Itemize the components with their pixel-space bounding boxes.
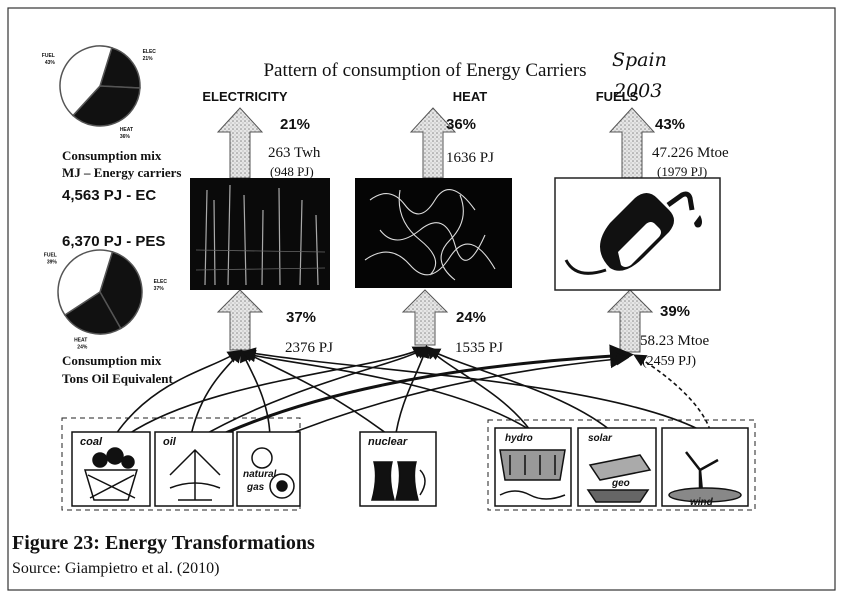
pie-label: HEAT — [74, 337, 87, 343]
consumption-share: 43% — [655, 116, 685, 133]
electricity-image — [190, 178, 330, 290]
icon-box — [236, 431, 301, 507]
panel-label: Consumption mix — [62, 353, 162, 368]
consumption-amount: 47.226 Mtoe — [652, 145, 729, 161]
heat-image — [355, 178, 512, 288]
carrier-heading: ELECTRICITY — [202, 89, 288, 104]
location: Spain — [612, 49, 667, 71]
arrow — [608, 107, 656, 179]
icon-box — [71, 431, 151, 507]
consumption-amount: 1636 PJ — [446, 150, 494, 166]
panel-label: Consumption mix — [62, 148, 162, 163]
source-label: natural — [243, 469, 277, 480]
pes-total: 6,370 PJ - PES — [62, 233, 165, 250]
carrier-figures: 21% 263 Twh (948 PJ) 36% 1636 PJ 43% 47.… — [268, 116, 729, 369]
consumption-amount: 263 Twh — [268, 145, 321, 161]
consumption-share: 36% — [446, 116, 476, 133]
panel-label: MJ – Energy carriers — [62, 165, 181, 180]
pie-label: FUEL — [42, 53, 55, 59]
pie-label: HEAT — [120, 127, 133, 133]
consumption-amount-pj: (1979 PJ) — [657, 164, 707, 179]
supply-share: 39% — [660, 303, 690, 320]
source-label: geo — [611, 478, 630, 489]
pie-slice — [59, 45, 113, 117]
source-label: coal — [80, 436, 103, 448]
arrow — [401, 289, 449, 346]
arrow — [216, 289, 264, 351]
title: Pattern of consumption of Energy Carrier… — [263, 60, 586, 81]
supply-share: 24% — [456, 309, 486, 326]
source-label: oil — [163, 436, 177, 448]
figure-source: Source: Giampietro et al. (2010) — [12, 560, 220, 577]
supply-amount: 58.23 Mtoe — [640, 333, 710, 349]
pie-slice — [71, 85, 141, 127]
pie-value-label: 36% — [120, 134, 131, 140]
year: 2003 — [613, 80, 662, 102]
consumption-share: 21% — [280, 116, 310, 133]
pie-label: ELEC — [154, 279, 168, 285]
pie-value-label: 43% — [45, 60, 56, 66]
panel-label: Tons Oil Equivalent — [62, 371, 173, 386]
carrier-heading: FUELS — [596, 89, 639, 104]
frame — [7, 7, 836, 591]
source-label: gas — [246, 482, 265, 493]
pie-value-label: 21% — [143, 56, 154, 62]
arrow — [216, 107, 264, 179]
arrow — [606, 289, 654, 353]
supply-amount-pj: (2459 PJ) — [642, 354, 696, 369]
carrier-heading: HEAT — [453, 89, 487, 104]
source-label: solar — [588, 433, 613, 444]
pie-value-label: 24% — [77, 344, 88, 350]
ec-total: 4,563 PJ - EC — [62, 187, 156, 204]
source-label: hydro — [505, 433, 533, 444]
icon-box — [154, 431, 234, 507]
renewable-group — [487, 419, 756, 511]
fuels-image — [554, 177, 721, 291]
left-panel: Consumption mix MJ – Energy carriers 4,5… — [62, 148, 181, 386]
source-label: wind — [690, 497, 714, 508]
arrows-up — [216, 107, 656, 353]
source-labels: coal oil natural gas nuclear hydro solar… — [80, 433, 714, 508]
pie-value-label: 39% — [47, 260, 58, 266]
pie-value-label: 37% — [154, 286, 165, 292]
supply-amount: 2376 PJ — [285, 340, 333, 356]
figure-caption: Figure 23: Energy Transformations — [12, 532, 315, 554]
arrow — [409, 107, 457, 179]
supply-share: 37% — [286, 309, 316, 326]
pie-slice — [57, 249, 114, 317]
pie-label: ELEC — [143, 49, 157, 55]
pie-label: FUEL — [44, 253, 57, 259]
supply-amount: 1535 PJ — [455, 340, 503, 356]
source-label: nuclear — [368, 436, 408, 448]
pie-slice — [98, 46, 141, 89]
pie-slice — [63, 290, 122, 335]
source-icons — [71, 427, 749, 507]
consumption-amount-pj: (948 PJ) — [270, 164, 314, 179]
